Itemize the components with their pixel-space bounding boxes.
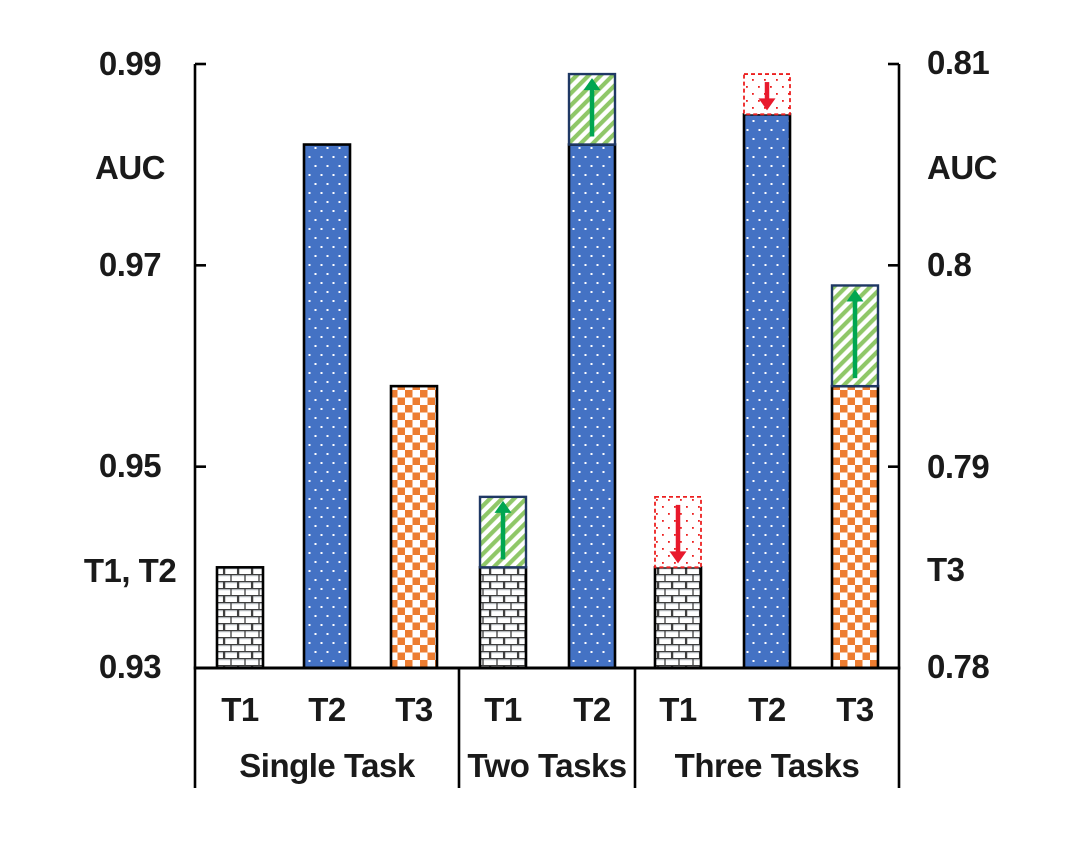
bar-single-task-t3 — [389, 384, 439, 670]
x-label-three-t2: T2 — [748, 691, 786, 728]
right-axis-tick-label-0.8: 0.8 — [927, 246, 972, 283]
bar-two-tasks-t2 — [567, 143, 617, 670]
bar-single-task-t2 — [302, 143, 352, 670]
group-label-three-tasks: Three Tasks — [674, 747, 860, 784]
left-axis-tick-label-0.99: 0.99 — [98, 45, 162, 82]
x-label-single-t1: T1 — [221, 691, 259, 728]
right-axis-tick-label-0.79: 0.79 — [927, 448, 990, 485]
x-label-three-t1: T1 — [659, 691, 697, 728]
bar-single-task-t1 — [215, 566, 265, 670]
bar-three-tasks-t1 — [653, 566, 703, 670]
left-axis-tick-label-0.95: 0.95 — [98, 447, 162, 484]
left-axis-title: AUC — [95, 149, 166, 186]
x-label-single-t3: T3 — [395, 691, 433, 728]
bar-three-tasks-t3 — [830, 384, 880, 670]
up-arrow-icon — [846, 289, 864, 302]
right-axis-title: AUC — [927, 149, 998, 186]
left-axis-tick-label-0.97: 0.97 — [98, 246, 162, 283]
up-arrow-icon — [583, 78, 601, 91]
bars-layer — [215, 72, 880, 670]
x-label-two-t2: T2 — [573, 691, 611, 728]
bar-two-tasks-t1 — [478, 566, 528, 670]
up-arrow-icon — [494, 500, 512, 513]
left-axis-tick-label-0.93: 0.93 — [98, 648, 162, 685]
right-axis-tick-label-0.81: 0.81 — [927, 44, 990, 81]
group-label-two-tasks: Two Tasks — [467, 747, 627, 784]
bar-three-tasks-t2 — [742, 113, 792, 670]
left-axis-series-label: T1, T2 — [83, 552, 177, 589]
x-label-two-t1: T1 — [484, 691, 522, 728]
x-label-single-t2: T2 — [308, 691, 346, 728]
down-arrow-icon — [758, 98, 776, 111]
down-arrow-icon — [669, 551, 687, 564]
right-axis-tick-label-0.78: 0.78 — [927, 648, 990, 685]
right-axis-series-label: T3 — [927, 551, 965, 588]
group-label-single-task: Single Task — [239, 747, 415, 784]
axes-layer — [193, 62, 901, 788]
x-label-three-t3: T3 — [836, 691, 874, 728]
